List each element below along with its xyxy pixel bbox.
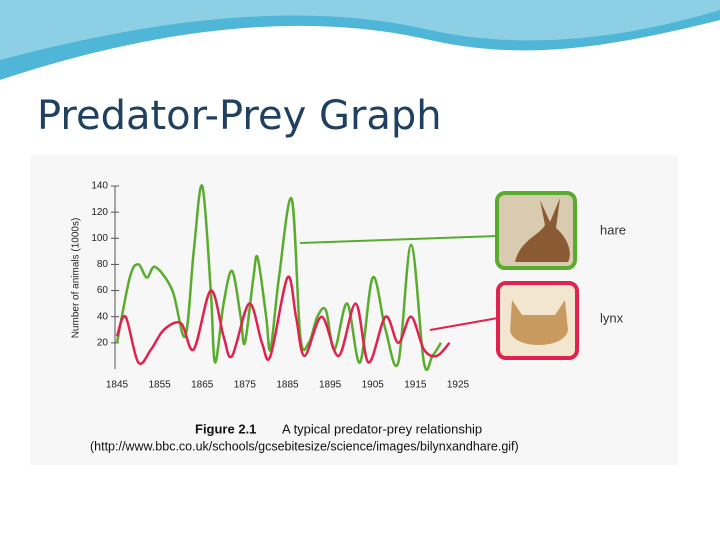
x-tick-label: 1895 [319,380,342,391]
x-tick-label: 1875 [234,380,257,391]
y-tick-label: 140 [91,181,108,192]
y-tick-label: 40 [97,311,109,322]
x-tick-label: 1855 [149,380,172,391]
x-tick-label: 1845 [106,380,129,391]
hare-icon [515,198,570,262]
legend-label: hare [600,222,626,237]
lynx-icon [510,300,568,345]
y-axis-label: Number of animals (1000s) [71,218,82,339]
legend-label: lynx [600,310,624,325]
slide-title: Predator-Prey Graph [37,93,442,139]
lynx-connector [429,317,499,331]
x-tick-label: 1925 [447,380,470,391]
x-tick-label: 1915 [404,380,427,391]
x-tick-label: 1905 [362,380,385,391]
caption: A typical predator-prey relationship [282,421,482,436]
y-tick-label: 60 [97,285,109,296]
x-tick-label: 1885 [276,380,299,391]
caption-label: Figure 2.1 [195,421,256,436]
series-line [115,275,451,365]
y-tick-label: 100 [91,233,108,244]
header-wave-light [0,0,720,60]
source: (http://www.bbc.co.uk/schools/gcsebitesi… [90,439,519,453]
y-tick-label: 80 [97,259,109,270]
figure-background [30,155,678,465]
y-tick-label: 20 [97,337,109,348]
hare-connector [299,235,498,244]
x-tick-label: 1865 [191,380,214,391]
y-tick-label: 120 [91,207,108,218]
